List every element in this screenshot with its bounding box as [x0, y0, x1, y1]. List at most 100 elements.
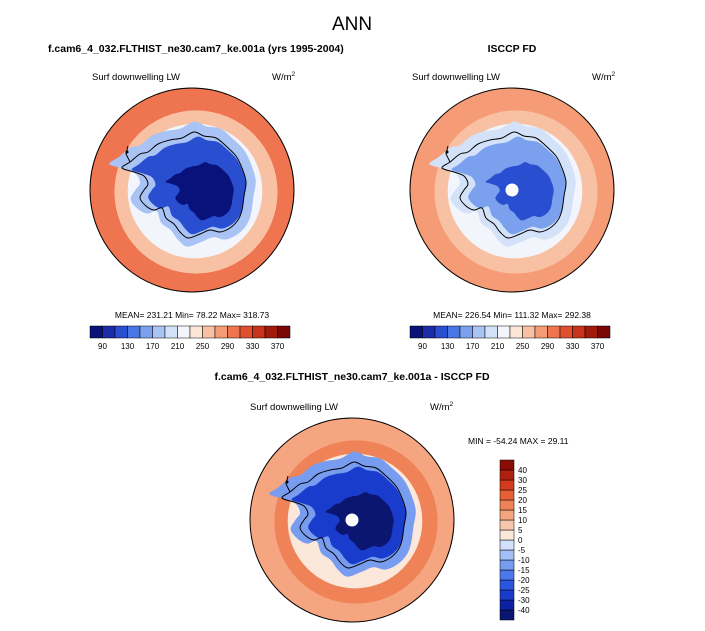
colorbar-box — [459, 325, 473, 339]
panel-model-units: W/m2 — [272, 71, 296, 83]
coastline — [281, 461, 407, 569]
colorbar-box — [422, 325, 436, 339]
colorbar-box — [434, 325, 448, 339]
colorbar-box — [264, 325, 278, 339]
colorbar-label: 30 — [518, 476, 527, 485]
colorbar-label: -25 — [518, 586, 530, 595]
colorbar-label: 210 — [171, 342, 185, 351]
colorbar-box — [447, 325, 461, 339]
colorbar-box — [139, 325, 153, 339]
colorbar-label: -15 — [518, 566, 530, 575]
island — [445, 150, 449, 154]
colorbar-label: 210 — [491, 342, 505, 351]
colorbar-box — [499, 499, 515, 511]
colorbar-box — [572, 325, 586, 339]
colorbar-label: 330 — [246, 342, 260, 351]
colorbar-box — [227, 325, 241, 339]
colorbar-box — [484, 325, 498, 339]
colorbar-box — [499, 569, 515, 581]
colorbar-box — [499, 559, 515, 571]
colorbar-label: 330 — [566, 342, 580, 351]
colorbar-box — [409, 325, 423, 339]
colorbar-box — [499, 489, 515, 501]
colorbar-box — [499, 579, 515, 591]
field-interior — [485, 162, 554, 221]
map-obs — [409, 87, 615, 293]
panel-diff-title: f.cam6_4_032.FLTHIST_ne30.cam7_ke.001a -… — [214, 371, 490, 383]
colorbar-label: -20 — [518, 576, 530, 585]
colorbar-box — [499, 539, 515, 551]
panel-model-stats: MEAN= 231.21 Min= 78.22 Max= 318.73 — [115, 310, 270, 320]
colorbar-label: 5 — [518, 526, 523, 535]
map-border — [409, 87, 615, 293]
colorbar-box — [239, 325, 253, 339]
colorbar-box — [472, 325, 486, 339]
colorbar-label: 40 — [518, 466, 527, 475]
colorbar-label: 130 — [121, 342, 135, 351]
colorbar-box — [499, 459, 515, 471]
colorbar-box — [127, 325, 141, 339]
colorbar-box — [499, 509, 515, 521]
colorbar-label: 90 — [98, 342, 107, 351]
panel-model-variable: Surf downwelling LW — [92, 72, 180, 83]
panel-diff-units: W/m2 — [430, 401, 454, 413]
colorbar-box — [499, 589, 515, 601]
colorbar-label: 15 — [518, 506, 527, 515]
colorbar-box — [499, 549, 515, 561]
colorbar-label: 0 — [518, 536, 523, 545]
colorbar-box — [114, 325, 128, 339]
colorbar-label: 290 — [541, 342, 555, 351]
field-interior — [165, 162, 234, 221]
colorbar-label: 370 — [271, 342, 285, 351]
colorbar-box — [499, 529, 515, 541]
panel-model-units-exp: 2 — [292, 71, 296, 78]
colorbar-label: 90 — [418, 342, 427, 351]
colorbar-label: 290 — [221, 342, 235, 351]
panel-obs-title: ISCCP FD — [488, 43, 537, 55]
colorbar-label: 170 — [466, 342, 480, 351]
map-model — [89, 87, 295, 293]
panel-obs-variable: Surf downwelling LW — [412, 72, 500, 83]
panel-obs-units-base: W/m — [592, 72, 612, 83]
figure-title: ANN — [332, 14, 372, 35]
map-border — [89, 87, 295, 293]
colorbar-box — [152, 325, 166, 339]
colorbar-box — [499, 609, 515, 621]
colorbar-label: 170 — [146, 342, 160, 351]
colorbar-label: 20 — [518, 496, 527, 505]
coastline — [121, 131, 247, 239]
colorbar-label: 10 — [518, 516, 527, 525]
panel-model-title: f.cam6_4_032.FLTHIST_ne30.cam7_ke.001a (… — [48, 43, 344, 55]
peninsula — [125, 145, 131, 163]
panel-diff-stats: MIN = -54.24 MAX = 29.11 — [468, 436, 569, 446]
colorbar-label: -30 — [518, 596, 530, 605]
colorbar-label: 250 — [196, 342, 210, 351]
colorbar-label: 370 — [591, 342, 605, 351]
colorbar-box — [189, 325, 203, 339]
colorbar-box — [89, 325, 103, 339]
colorbar-box — [559, 325, 573, 339]
colorbar-box — [177, 325, 191, 339]
panel-diff-variable: Surf downwelling LW — [250, 402, 338, 413]
colorbar-label: 25 — [518, 486, 527, 495]
colorbar-label: -5 — [518, 546, 526, 555]
colorbar-label: 250 — [516, 342, 530, 351]
panel-obs-units: W/m2 — [592, 71, 616, 83]
panel-model-units-base: W/m — [272, 72, 292, 83]
colorbar-box — [497, 325, 511, 339]
colorbar-box — [102, 325, 116, 339]
colorbar-box — [252, 325, 266, 339]
colorbar-obs: 90 130 170 210 250 290 330 370 — [409, 325, 611, 351]
colorbar-box — [277, 325, 291, 339]
colorbar-box — [534, 325, 548, 339]
peninsula — [285, 475, 291, 493]
colorbar-label: -40 — [518, 606, 530, 615]
colorbar-box — [499, 469, 515, 481]
island — [125, 150, 129, 154]
colorbar-box — [214, 325, 228, 339]
colorbar-box — [499, 599, 515, 611]
map-diff — [249, 417, 455, 623]
pole-missing-data — [505, 183, 519, 197]
colorbar-box — [584, 325, 598, 339]
